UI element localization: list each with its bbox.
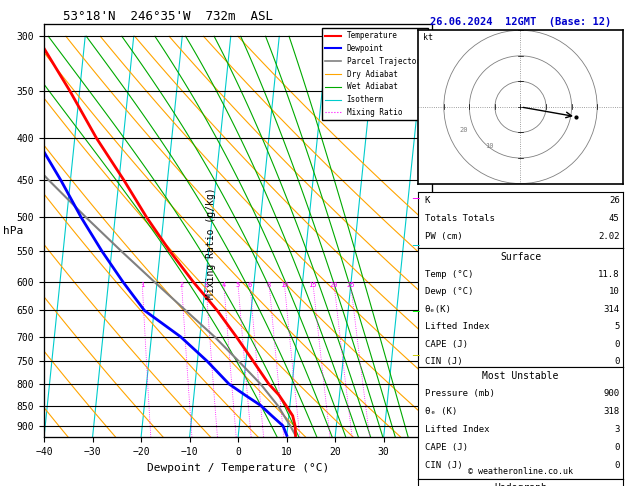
Text: 8: 8	[267, 282, 271, 288]
Text: 1LCL: 1LCL	[435, 429, 455, 438]
Text: 25: 25	[346, 282, 355, 288]
Text: 20: 20	[330, 282, 338, 288]
Text: 0: 0	[614, 357, 620, 366]
Text: 15: 15	[309, 282, 317, 288]
Text: 11.8: 11.8	[598, 270, 620, 278]
Text: 0: 0	[614, 461, 620, 470]
Text: Lifted Index: Lifted Index	[425, 322, 489, 331]
Text: Surface: Surface	[500, 252, 541, 261]
Text: PW (cm): PW (cm)	[425, 232, 462, 242]
Text: Totals Totals: Totals Totals	[425, 214, 494, 224]
Text: 10: 10	[485, 143, 493, 149]
Text: 314: 314	[603, 305, 620, 313]
Text: ─: ─	[412, 193, 419, 203]
Text: Hodograph: Hodograph	[494, 483, 547, 486]
Text: 53°18'N  246°35'W  732m  ASL: 53°18'N 246°35'W 732m ASL	[64, 10, 274, 23]
Text: Temp (°C): Temp (°C)	[425, 270, 473, 278]
Text: hPa: hPa	[3, 226, 23, 236]
Text: 4: 4	[221, 282, 226, 288]
Text: 5: 5	[236, 282, 240, 288]
Text: 0: 0	[614, 340, 620, 348]
Text: θₑ(K): θₑ(K)	[425, 305, 452, 313]
Text: CIN (J): CIN (J)	[425, 357, 462, 366]
Text: θₑ (K): θₑ (K)	[425, 407, 457, 417]
Text: 26.06.2024  12GMT  (Base: 12): 26.06.2024 12GMT (Base: 12)	[430, 17, 611, 27]
Legend: Temperature, Dewpoint, Parcel Trajectory, Dry Adiabat, Wet Adiabat, Isotherm, Mi: Temperature, Dewpoint, Parcel Trajectory…	[322, 28, 428, 120]
Text: ─: ─	[412, 306, 419, 316]
Text: Pressure (mb): Pressure (mb)	[425, 389, 494, 399]
Text: 3: 3	[614, 425, 620, 434]
Text: 2: 2	[179, 282, 184, 288]
Text: Dewp (°C): Dewp (°C)	[425, 287, 473, 296]
Text: 20: 20	[459, 127, 468, 134]
Text: 2.02: 2.02	[598, 232, 620, 242]
Text: CAPE (J): CAPE (J)	[425, 340, 467, 348]
Text: K: K	[425, 196, 430, 206]
Text: ─: ─	[412, 241, 419, 250]
Text: 10: 10	[609, 287, 620, 296]
Text: CIN (J): CIN (J)	[425, 461, 462, 470]
Y-axis label: km
ASL: km ASL	[460, 231, 477, 252]
Text: 6: 6	[248, 282, 252, 288]
Text: Mixing Ratio (g/kg): Mixing Ratio (g/kg)	[206, 187, 216, 299]
Y-axis label: Mixing Ratio (g/kg): Mixing Ratio (g/kg)	[0, 175, 10, 287]
Text: Most Unstable: Most Unstable	[482, 371, 559, 381]
Text: 45: 45	[609, 214, 620, 224]
Text: 318: 318	[603, 407, 620, 417]
Text: 5: 5	[614, 322, 620, 331]
Text: 3: 3	[204, 282, 208, 288]
Text: Lifted Index: Lifted Index	[425, 425, 489, 434]
Text: 26: 26	[609, 196, 620, 206]
X-axis label: Dewpoint / Temperature (°C): Dewpoint / Temperature (°C)	[147, 463, 329, 473]
Text: 900: 900	[603, 389, 620, 399]
Text: 1: 1	[140, 282, 144, 288]
Text: © weatheronline.co.uk: © weatheronline.co.uk	[468, 467, 573, 476]
Text: CAPE (J): CAPE (J)	[425, 443, 467, 452]
Text: 0: 0	[614, 443, 620, 452]
Text: 10: 10	[280, 282, 289, 288]
Text: kt: kt	[423, 34, 433, 42]
Text: ─: ─	[412, 350, 419, 360]
